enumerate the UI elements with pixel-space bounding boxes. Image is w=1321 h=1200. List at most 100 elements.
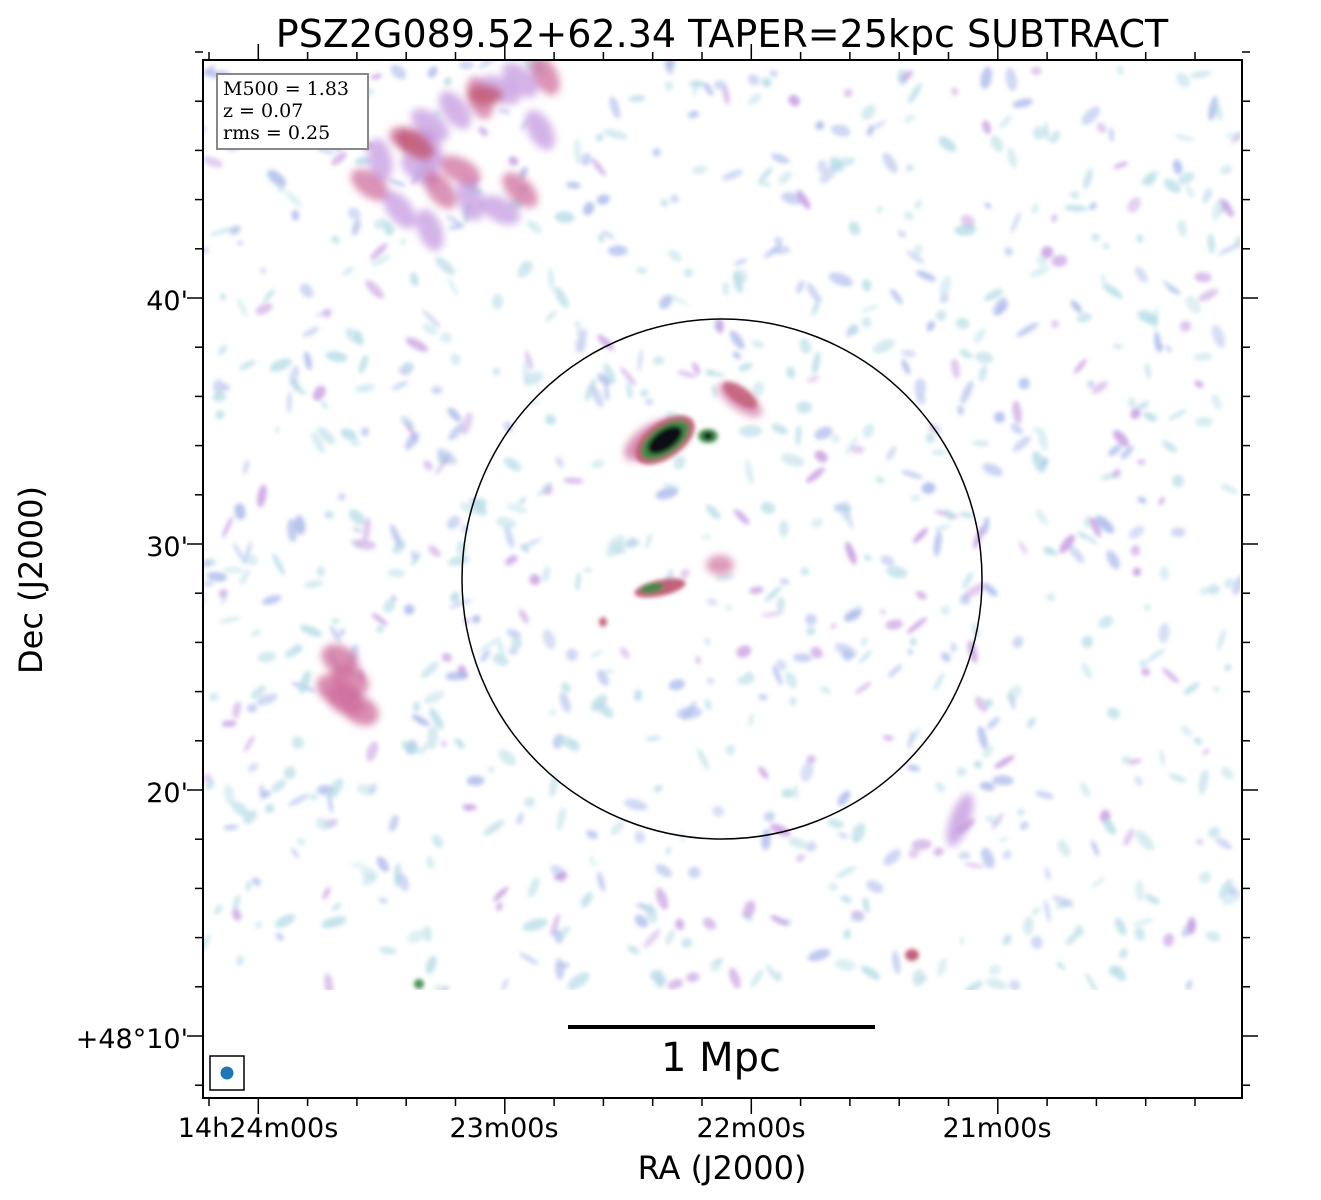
noise-speckle <box>1002 934 1012 946</box>
noise-speckle <box>1010 212 1021 233</box>
noise-speckle <box>274 914 296 928</box>
noise-speckle <box>206 571 227 582</box>
noise-speckle <box>1132 567 1142 577</box>
noise-speckle <box>1083 168 1093 190</box>
beam-ellipse <box>220 1066 234 1080</box>
noise-speckle <box>1063 204 1088 212</box>
noise-speckle <box>773 246 791 255</box>
noise-speckle <box>1128 758 1143 765</box>
noise-speckle <box>725 744 736 755</box>
noise-speckle <box>645 735 662 742</box>
noise-speckle <box>261 790 271 798</box>
noise-speckle <box>1130 408 1141 419</box>
noise-speckle <box>300 283 314 298</box>
noise-speckle <box>563 477 584 484</box>
noise-speckle <box>285 190 302 208</box>
noise-speckle <box>478 60 499 69</box>
noise-speckle <box>1207 826 1221 838</box>
noise-speckle <box>835 865 857 879</box>
noise-speckle <box>392 540 406 554</box>
noise-speckle <box>358 354 369 374</box>
noise-speckle <box>251 877 262 887</box>
noise-speckle <box>779 578 790 585</box>
noise-speckle <box>575 320 581 330</box>
noise-speckle <box>940 652 951 662</box>
noise-speckle <box>542 629 556 650</box>
noise-speckle <box>837 790 851 806</box>
noise-speckle <box>559 692 571 713</box>
noise-speckle <box>796 401 812 414</box>
noise-speckle <box>644 532 653 550</box>
noise-speckle <box>376 856 390 873</box>
noise-speckle <box>323 308 332 319</box>
beam-indicator <box>209 1055 245 1091</box>
noise-speckle <box>1162 668 1180 684</box>
noise-speckle <box>1177 219 1187 237</box>
noise-speckle <box>425 955 437 975</box>
noise-speckle <box>706 369 714 376</box>
noise-speckle <box>383 599 396 613</box>
plot-title: PSZ2G089.52+62.34 TAPER=25kpc SUBTRACT <box>276 12 1169 56</box>
noise-speckle <box>420 661 439 679</box>
noise-speckle <box>659 198 669 207</box>
noise-speckle <box>1044 121 1050 142</box>
noise-speckle <box>736 645 752 658</box>
noise-speckle <box>404 431 420 450</box>
noise-speckle <box>812 351 821 375</box>
noise-speckle <box>461 412 473 436</box>
noise-speckle <box>984 583 998 597</box>
noise-speckle <box>1168 773 1187 783</box>
filament-blob <box>350 169 390 201</box>
noise-speckle <box>352 526 362 534</box>
noise-speckle <box>447 407 462 422</box>
noise-speckle <box>1215 837 1232 850</box>
noise-speckle <box>862 423 875 438</box>
noise-speckle <box>288 794 309 807</box>
noise-speckle <box>422 322 438 336</box>
diffuse-blob <box>341 694 379 726</box>
noise-speckle <box>203 580 214 587</box>
noise-speckle <box>911 727 921 742</box>
noise-speckle <box>628 95 646 102</box>
noise-speckle <box>882 735 894 741</box>
noise-speckle <box>448 223 465 231</box>
y-tick-label: 20' <box>146 778 188 809</box>
noise-speckle <box>370 73 382 80</box>
filament-blob <box>411 108 449 142</box>
noise-speckle <box>907 649 913 655</box>
noise-speckle <box>387 568 406 578</box>
noise-speckle <box>901 349 916 358</box>
noise-speckle <box>1186 980 1193 990</box>
noise-speckle <box>751 340 765 348</box>
noise-speckle <box>269 358 292 372</box>
noise-speckle <box>256 693 279 706</box>
noise-speckle <box>525 350 533 370</box>
noise-speckle <box>758 693 768 701</box>
noise-speckle <box>608 245 628 257</box>
bright-source-core <box>647 425 683 455</box>
diffuse-blob <box>706 555 734 575</box>
noise-speckle <box>212 391 227 402</box>
noise-speckle <box>707 677 715 685</box>
noise-speckle <box>232 701 242 719</box>
lower-source-core <box>640 582 664 594</box>
noise-speckle <box>799 338 811 355</box>
noise-speckle <box>447 277 459 296</box>
noise-speckle <box>1199 587 1208 596</box>
noise-speckle <box>795 854 806 862</box>
radio-sources <box>414 381 919 989</box>
noise-speckle <box>897 230 907 238</box>
noise-speckle <box>1012 636 1024 649</box>
noise-speckle <box>712 384 717 398</box>
noise-speckle <box>575 335 587 354</box>
noise-speckle <box>760 611 783 617</box>
noise-speckle <box>908 848 920 859</box>
noise-speckle <box>959 511 975 519</box>
noise-speckle <box>855 604 864 613</box>
noise-speckle <box>778 171 792 184</box>
compact-source <box>414 979 424 989</box>
noise-speckle <box>1146 648 1166 663</box>
noise-speckle <box>851 822 866 843</box>
noise-speckle <box>904 211 914 221</box>
noise-speckle <box>1095 515 1115 534</box>
